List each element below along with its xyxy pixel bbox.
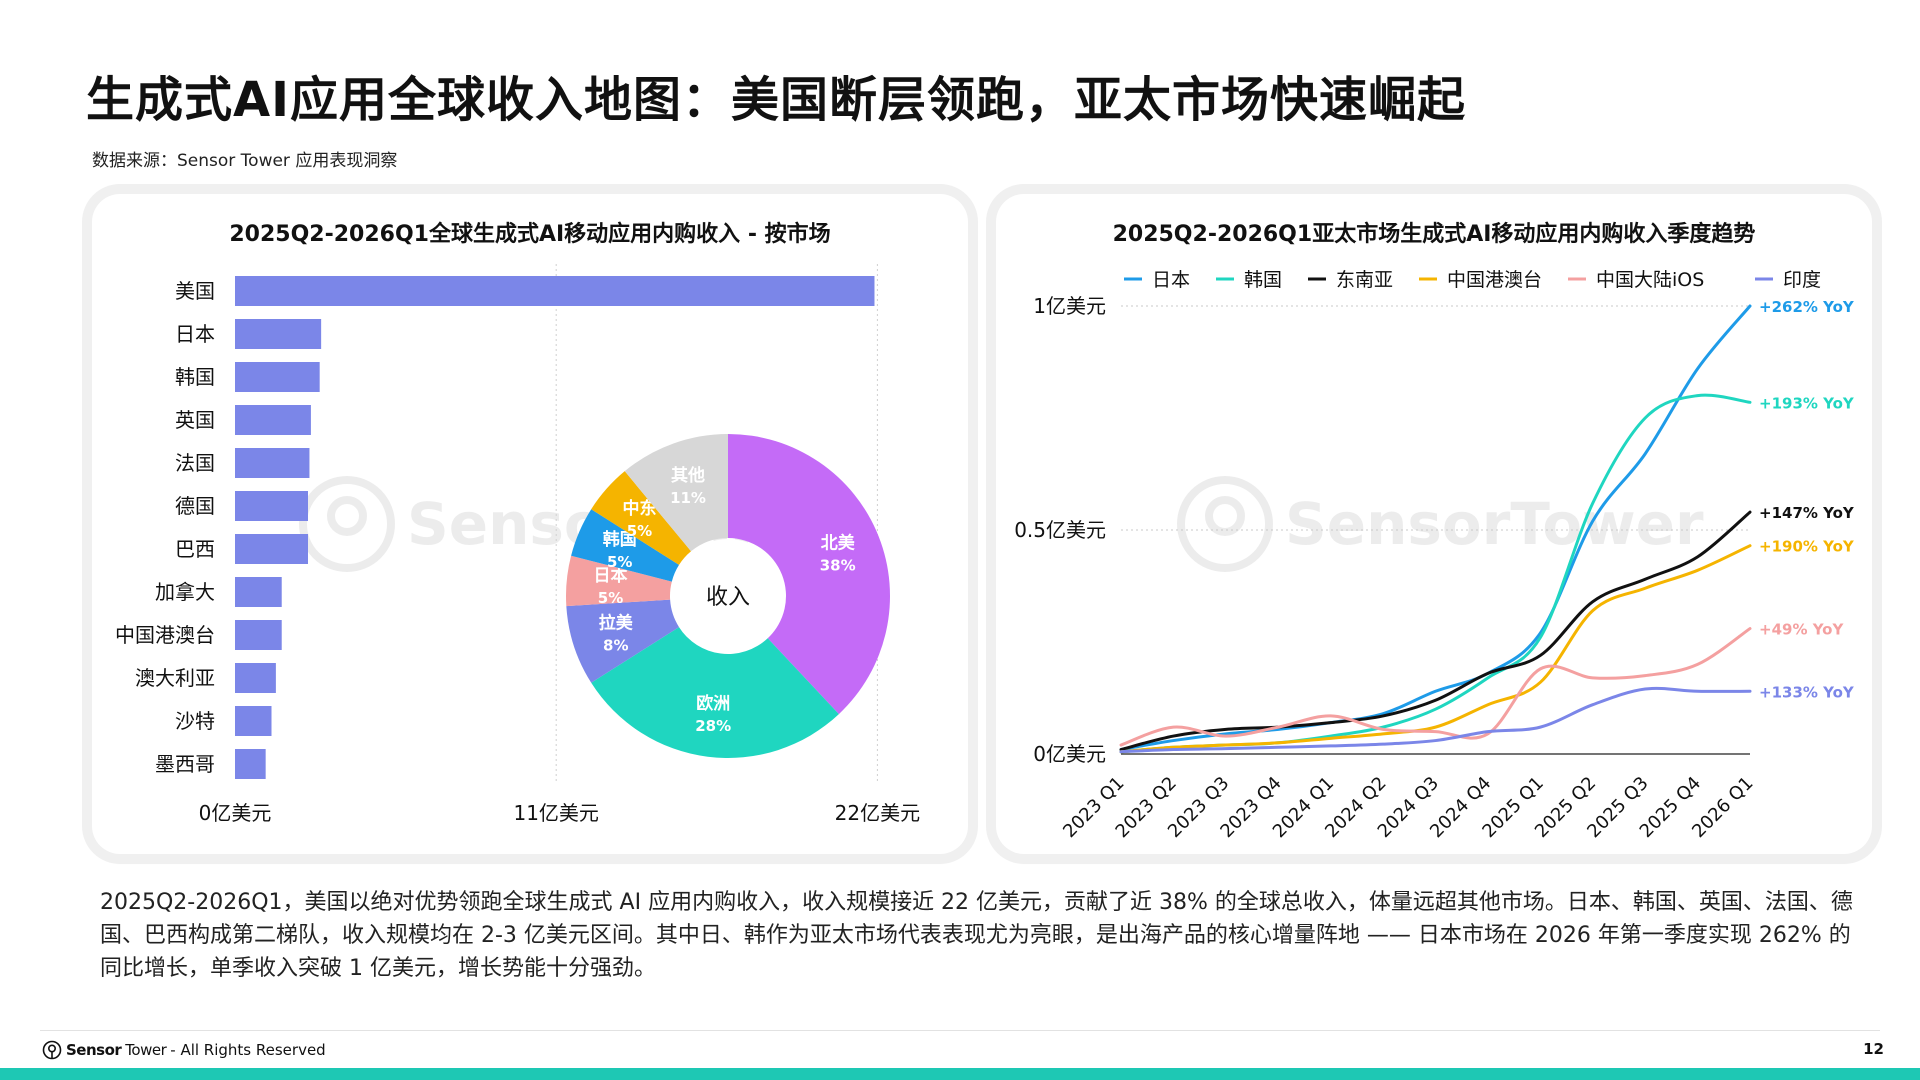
x-tick-label: 22亿美元 xyxy=(835,801,920,825)
donut-center-label: 收入 xyxy=(706,585,750,610)
category-label: 加拿大 xyxy=(155,580,215,604)
y-tick-label: 0.5亿美元 xyxy=(1014,518,1106,542)
category-label: 墨西哥 xyxy=(155,752,215,776)
series-end-label: +190% YoY xyxy=(1759,538,1855,556)
line-chart-card: 2025Q2-2026Q1亚太市场生成式AI移动应用内购收入季度趋势 Senso… xyxy=(996,194,1872,854)
pie-slice xyxy=(591,627,839,758)
watermark-logo-icon xyxy=(1177,476,1273,572)
footer-rights: - All Rights Reserved xyxy=(170,1041,326,1059)
watermark-logo-inner xyxy=(1205,496,1245,536)
bar xyxy=(235,276,875,306)
x-tick-label: 11亿美元 xyxy=(513,801,598,825)
category-label: 英国 xyxy=(175,408,215,432)
bar xyxy=(235,448,310,478)
pie-slice-pct: 5% xyxy=(627,522,652,540)
series-line xyxy=(1119,627,1752,747)
line-chart-svg: SensorTower 日本 韩国 东南亚 中国港澳台 中国大陆iOS 印度 0亿美元 0.5亿… xyxy=(1014,269,1855,842)
bar xyxy=(235,405,311,435)
donut-hole xyxy=(671,539,785,653)
series-end-label: +262% YoY xyxy=(1759,298,1855,316)
series-line xyxy=(1119,393,1752,754)
bar xyxy=(235,706,272,736)
bar xyxy=(235,362,320,392)
pie-slice-label: 中东 xyxy=(622,498,656,519)
series-end-label: +49% YoY xyxy=(1759,621,1844,639)
pie-slice xyxy=(728,434,890,715)
pie-slice-label: 欧洲 xyxy=(696,693,730,714)
legend-label: 日本 xyxy=(1152,269,1190,291)
pie-slice xyxy=(566,599,680,683)
pie-slice-pct: 38% xyxy=(820,557,856,575)
y-tick-label: 0亿美元 xyxy=(1033,742,1106,766)
pie-slice xyxy=(571,509,680,582)
pie-slice-label: 其他 xyxy=(671,465,705,486)
bar xyxy=(235,577,282,607)
series-line xyxy=(1119,544,1752,754)
pie-slice-pct: 11% xyxy=(670,489,706,507)
pie-slice-pct: 5% xyxy=(607,553,632,571)
line-chart-title: 2025Q2-2026Q1亚太市场生成式AI移动应用内购收入季度趋势 xyxy=(1112,222,1756,247)
series-line xyxy=(1119,686,1752,754)
bottom-accent-bar xyxy=(0,1068,1920,1080)
pie-slice-label: 拉美 xyxy=(599,612,634,633)
legend-label: 印度 xyxy=(1783,269,1821,291)
footer: Sensor Tower - All Rights Reserved xyxy=(42,1040,326,1060)
bar xyxy=(235,491,308,521)
series-line xyxy=(1119,304,1752,752)
bar xyxy=(235,534,308,564)
legend-label: 韩国 xyxy=(1244,269,1282,291)
series-end-label: +133% YoY xyxy=(1759,683,1855,701)
legend-label: 东南亚 xyxy=(1336,269,1393,291)
category-label: 韩国 xyxy=(175,365,215,389)
bar-chart-svg: SensorTower0亿美元11亿美元22亿美元美国日本韩国英国法国德国巴西加… xyxy=(115,264,920,825)
series-line xyxy=(1119,510,1752,752)
watermark-logo-inner xyxy=(327,496,367,536)
description-text: 2025Q2-2026Q1，美国以绝对优势领跑全球生成式 AI 应用内购收入，收… xyxy=(100,890,1853,981)
pie-slice-label: 韩国 xyxy=(603,529,637,550)
watermark-logo-icon xyxy=(299,476,395,572)
footer-brand-a: Sensor xyxy=(66,1041,122,1059)
bar xyxy=(235,319,322,349)
category-label: 法国 xyxy=(175,451,215,475)
pie-slice xyxy=(566,555,672,607)
category-label: 德国 xyxy=(175,494,215,518)
pie-slice-pct: 28% xyxy=(695,717,731,735)
series-end-label: +147% YoY xyxy=(1759,504,1855,522)
pie-slice-pct: 8% xyxy=(603,636,628,654)
y-tick-label: 1亿美元 xyxy=(1033,294,1106,318)
bar xyxy=(235,620,282,650)
data-source: 数据来源：Sensor Tower 应用表现洞察 xyxy=(92,151,398,171)
bar-chart-title: 2025Q2-2026Q1全球生成式AI移动应用内购收入 - 按市场 xyxy=(229,222,831,247)
category-label: 沙特 xyxy=(175,709,215,733)
watermark-text: SensorTower xyxy=(1285,490,1704,558)
sensor-tower-logo-icon xyxy=(42,1040,62,1060)
watermark: SensorTower xyxy=(1177,476,1704,572)
bar-chart-card: 2025Q2-2026Q1全球生成式AI移动应用内购收入 - 按市场 Senso… xyxy=(92,194,968,854)
page-title: 生成式AI应用全球收入地图：美国断层领跑，亚太市场快速崛起 xyxy=(86,72,1467,128)
pie-slice-label: 北美 xyxy=(821,533,856,554)
category-label: 澳大利亚 xyxy=(135,666,215,690)
pie-slice xyxy=(624,434,728,552)
legend-label: 中国港澳台 xyxy=(1447,269,1542,291)
pie-slice-label: 日本 xyxy=(594,565,628,586)
legend-label: 中国大陆iOS xyxy=(1596,269,1704,291)
series-end-label: +193% YoY xyxy=(1759,394,1855,412)
bar xyxy=(235,749,266,779)
footer-divider xyxy=(40,1030,1880,1031)
category-label: 日本 xyxy=(175,322,215,346)
footer-brand-b: Tower xyxy=(125,1041,167,1059)
pie-slice-pct: 5% xyxy=(598,589,623,607)
page-number: 12 xyxy=(1863,1040,1884,1058)
bar xyxy=(235,663,276,693)
category-label: 中国港澳台 xyxy=(115,623,215,647)
category-label: 美国 xyxy=(175,279,215,303)
pie-slice xyxy=(591,471,692,565)
category-label: 巴西 xyxy=(175,537,215,561)
x-tick-label: 0亿美元 xyxy=(199,801,272,825)
